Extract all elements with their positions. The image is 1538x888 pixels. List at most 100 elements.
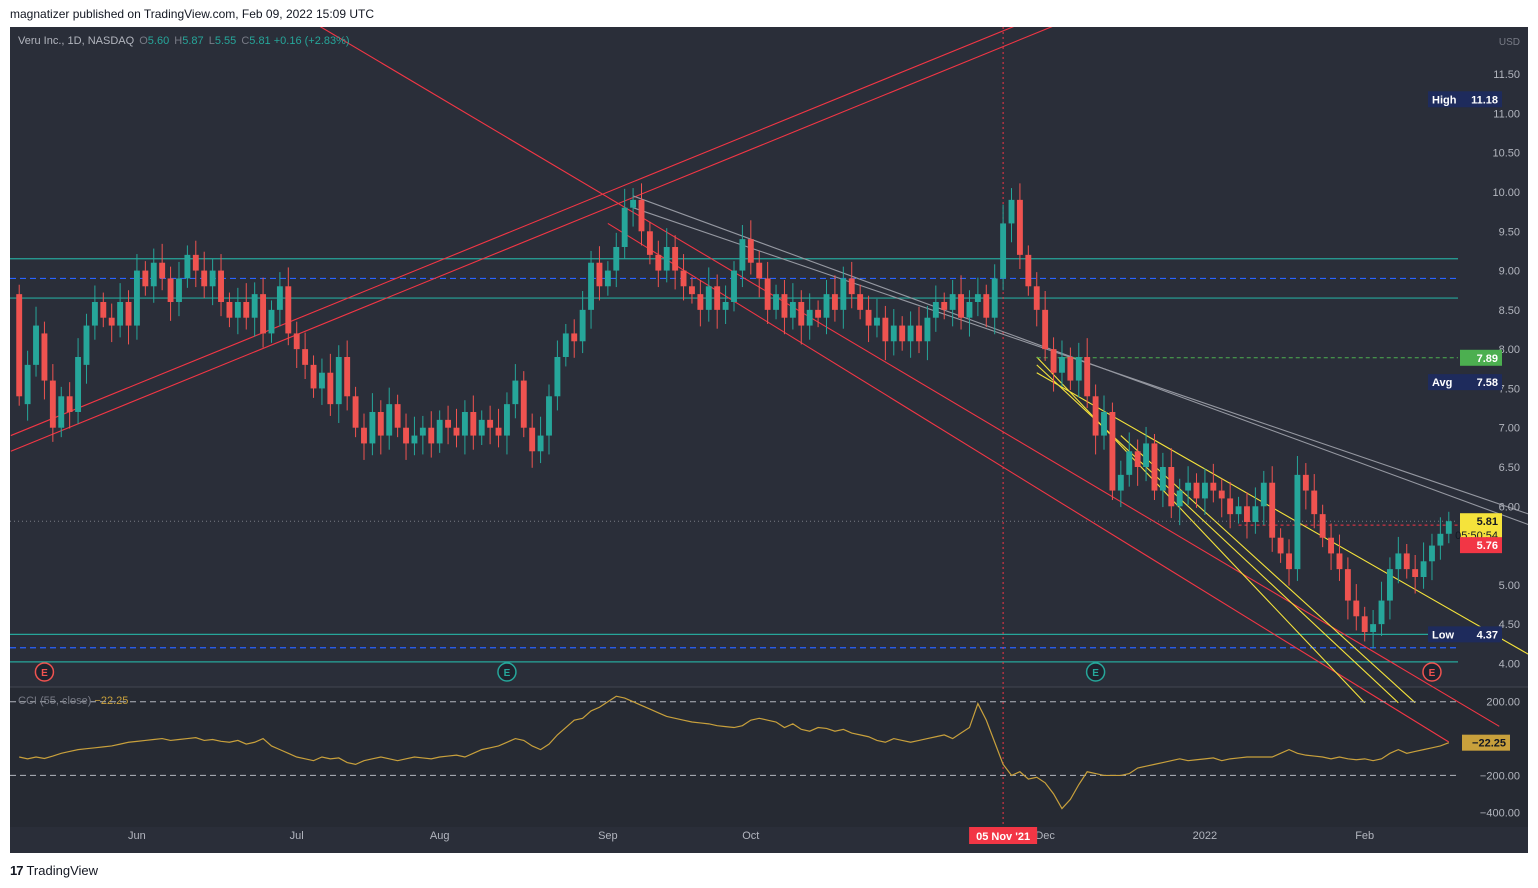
candle-body: [512, 380, 519, 405]
candle-body: [571, 333, 578, 342]
candle-body: [201, 270, 208, 287]
candle-body: [1420, 561, 1427, 577]
candle-body: [932, 302, 939, 318]
candle-body: [1092, 396, 1099, 436]
candle-body: [899, 325, 906, 342]
candle-body: [1437, 533, 1444, 546]
cci-last-badge-value: −22.25: [1472, 738, 1506, 750]
candle-body: [260, 294, 267, 334]
earnings-marker: [497, 662, 517, 682]
candle-body: [1109, 412, 1116, 491]
red-badge-value: 5.76: [1477, 540, 1498, 552]
low-value: 5.55: [214, 35, 237, 47]
candle-body: [1378, 600, 1385, 625]
candle-body: [394, 404, 401, 428]
green-badge-value: 7.89: [1477, 353, 1498, 365]
price-tick-label: 8.50: [1499, 305, 1520, 317]
candle-body: [133, 270, 140, 326]
price-tick-label: 5.00: [1499, 580, 1520, 592]
candle-body: [445, 419, 452, 428]
price-tick-label: 6.00: [1499, 501, 1520, 513]
earnings-marker: [34, 662, 55, 682]
currency-label: USD: [1499, 37, 1520, 48]
candle-body: [24, 364, 31, 405]
candle-body: [1134, 451, 1141, 467]
x-tick-label: Aug: [430, 830, 450, 842]
candle-body: [361, 427, 367, 444]
x-tick-label: Sep: [598, 830, 618, 842]
price-tick-label: 10.50: [1492, 148, 1520, 160]
candle-body: [117, 302, 124, 326]
candle-body: [302, 349, 309, 365]
candle-body: [546, 396, 552, 436]
candle-body: [83, 325, 90, 365]
candle-body: [773, 294, 779, 310]
candle-body: [403, 427, 409, 444]
candle-body: [487, 419, 494, 428]
candle-body: [1025, 254, 1032, 287]
candle-body: [621, 207, 628, 247]
chart-svg[interactable]: 11.50 11.00 10.50 10.00 9.50 9.00 8.50 8.00 7.50…: [10, 27, 1528, 853]
candle-body: [874, 317, 880, 326]
candle-body: [1361, 616, 1368, 632]
candle-body: [781, 294, 788, 318]
candle-body: [857, 294, 864, 310]
low-key: L: [208, 35, 215, 47]
open-key: O: [139, 35, 148, 47]
candle-body: [66, 396, 73, 412]
high-badge-value: 11.18: [1471, 94, 1498, 106]
open-value: 5.60: [147, 35, 170, 47]
red-trendline-down: [319, 27, 1500, 727]
footer: 17 TradingView: [10, 860, 98, 880]
high-key: H: [174, 35, 183, 47]
earnings-marker-label: E: [1429, 668, 1436, 679]
candle-body: [663, 247, 670, 271]
red-trendline-down-2: [607, 222, 1450, 743]
candle-body: [234, 302, 241, 318]
candle-body: [1412, 569, 1419, 577]
earnings-marker: [1422, 662, 1442, 682]
candle-body: [630, 199, 637, 208]
candle-body: [1353, 600, 1360, 617]
candle-body: [1336, 553, 1343, 570]
candle-body: [150, 262, 157, 287]
symbol-legend: Veru Inc., 1D, NASDAQ O5.60 H5.87 L5.55 …: [18, 35, 350, 47]
earnings-marker: [1085, 662, 1106, 682]
price-tick-label: 10.00: [1492, 187, 1520, 199]
avg-badge-bg: [1428, 374, 1502, 391]
last-badge-value: 5.81: [1477, 516, 1498, 528]
high-badge-bg: [1428, 91, 1502, 108]
chart-frame[interactable]: 11.50 11.00 10.50 10.00 9.50 9.00 8.50 8.00 7.50…: [10, 27, 1528, 853]
candle-body: [840, 278, 847, 310]
x-tick-label: Jun: [128, 830, 146, 842]
candle-body: [529, 427, 536, 452]
x-tick-label: Dec: [1035, 830, 1055, 842]
candle-body: [1159, 467, 1166, 491]
candle-body: [739, 239, 746, 271]
candle-body: [91, 302, 98, 326]
red-trendline-up: [10, 27, 1015, 437]
x-tick-label: Feb: [1355, 830, 1374, 842]
candle-body: [705, 286, 712, 310]
earnings-marker-label: E: [1092, 668, 1099, 679]
cci-name: CCI (55, close): [18, 695, 92, 707]
candle-body: [209, 270, 216, 287]
candle-body: [831, 294, 838, 310]
candle-body: [428, 427, 435, 444]
candle-body: [352, 396, 359, 428]
candle-body: [495, 427, 502, 436]
candle-body: [1075, 357, 1082, 381]
candle-body: [958, 294, 964, 318]
cci-tick-label: 200.00: [1486, 697, 1520, 709]
candle-body: [520, 380, 527, 428]
red-trendline-up-2: [10, 27, 1053, 452]
cci-pane-bg: [10, 687, 1528, 853]
candle-body: [1319, 514, 1326, 538]
candle-body: [1227, 498, 1234, 515]
price-tick-label: 8.00: [1499, 344, 1520, 356]
low-badge-value: 4.37: [1477, 629, 1498, 641]
candle-body: [1370, 624, 1377, 632]
publish-header: magnatizer published on TradingView.com,…: [10, 7, 374, 21]
candle-body: [731, 270, 737, 302]
footer-logo-text: TradingView: [26, 862, 99, 878]
